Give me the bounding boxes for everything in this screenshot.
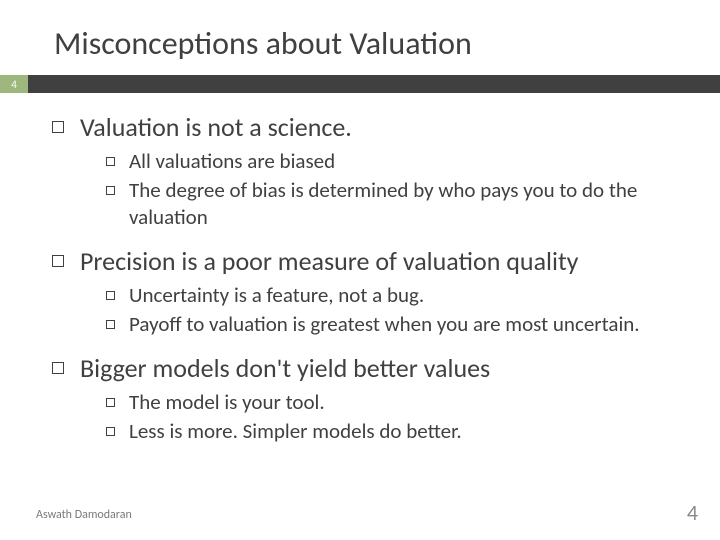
bullet-square-icon [52, 121, 64, 133]
sub-point: The degree of bias is determined by who … [106, 177, 684, 232]
main-point-text: Bigger models don't yield better values [80, 352, 490, 385]
slide-title: Misconceptions about Valuation [0, 0, 720, 75]
bullet-square-icon [106, 320, 115, 329]
sub-point: Uncertainty is a feature, not a bug. [106, 282, 684, 309]
page-badge: 4 [0, 75, 28, 93]
main-point-text: Precision is a poor measure of valuation… [80, 245, 578, 278]
sub-point: The model is your tool. [106, 389, 684, 416]
sub-point: All valuations are biased [106, 148, 684, 175]
sub-list: Uncertainty is a feature, not a bug. Pay… [52, 282, 684, 339]
main-point: Bigger models don't yield better values [52, 352, 684, 385]
sub-point-text: Payoff to valuation is greatest when you… [129, 311, 640, 338]
sub-point: Payoff to valuation is greatest when you… [106, 311, 684, 338]
sub-list: All valuations are biased The degree of … [52, 148, 684, 232]
bullet-square-icon [52, 255, 64, 267]
sub-point-text: All valuations are biased [129, 148, 335, 175]
sub-list: The model is your tool. Less is more. Si… [52, 389, 684, 446]
footer-page-number: 4 [687, 499, 698, 526]
title-bar: 4 [0, 75, 720, 93]
sub-point-text: The model is your tool. [129, 389, 325, 416]
main-point: Precision is a poor measure of valuation… [52, 245, 684, 278]
bullet-square-icon [106, 398, 115, 407]
sub-point-text: The degree of bias is determined by who … [129, 177, 684, 232]
sub-point-text: Uncertainty is a feature, not a bug. [129, 282, 424, 309]
content-area: Valuation is not a science. All valuatio… [0, 93, 720, 446]
bullet-square-icon [106, 186, 115, 195]
bullet-square-icon [106, 427, 115, 436]
bullet-square-icon [106, 291, 115, 300]
bullet-square-icon [106, 157, 115, 166]
title-strip [28, 75, 720, 93]
sub-point: Less is more. Simpler models do better. [106, 418, 684, 445]
main-point: Valuation is not a science. [52, 111, 684, 144]
main-point-text: Valuation is not a science. [80, 111, 352, 144]
bullet-square-icon [52, 362, 64, 374]
sub-point-text: Less is more. Simpler models do better. [129, 418, 462, 445]
footer-author: Aswath Damodaran [36, 508, 132, 522]
